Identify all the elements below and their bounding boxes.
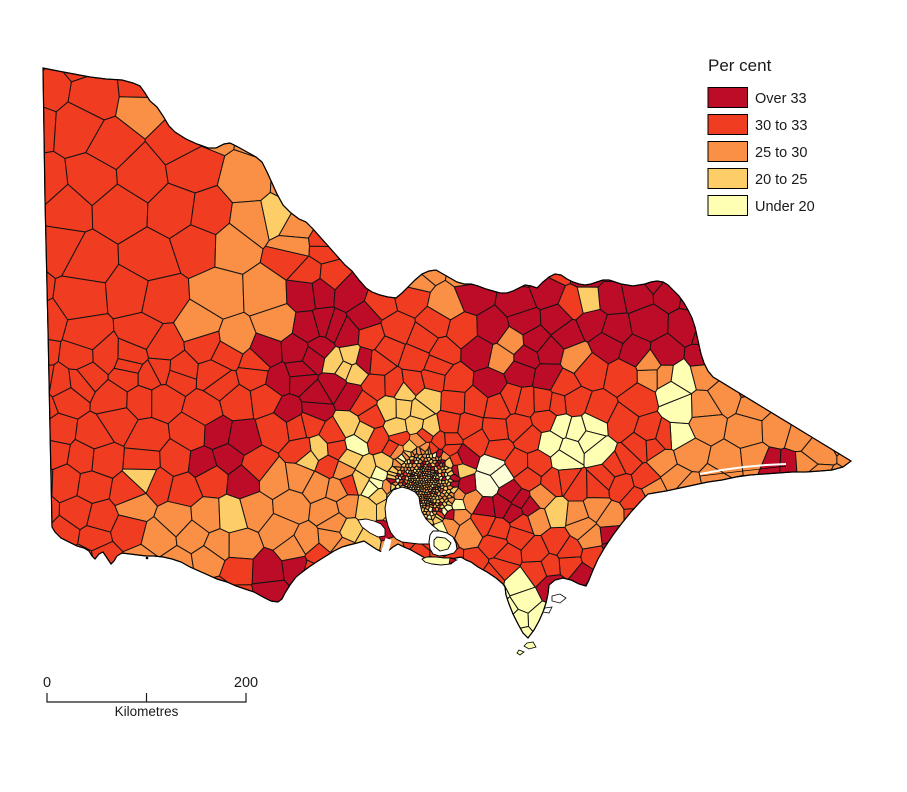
svg-text:25 to 30: 25 to 30 xyxy=(755,145,807,161)
svg-text:Per cent: Per cent xyxy=(708,56,772,75)
svg-text:0: 0 xyxy=(43,675,51,691)
svg-text:Under 20: Under 20 xyxy=(755,199,815,215)
svg-text:30 to 33: 30 to 33 xyxy=(755,118,807,134)
svg-text:Over 33: Over 33 xyxy=(755,91,807,107)
svg-text:Kilometres: Kilometres xyxy=(115,704,179,719)
svg-text:20 to 25: 20 to 25 xyxy=(755,172,807,188)
svg-text:200: 200 xyxy=(234,675,258,691)
